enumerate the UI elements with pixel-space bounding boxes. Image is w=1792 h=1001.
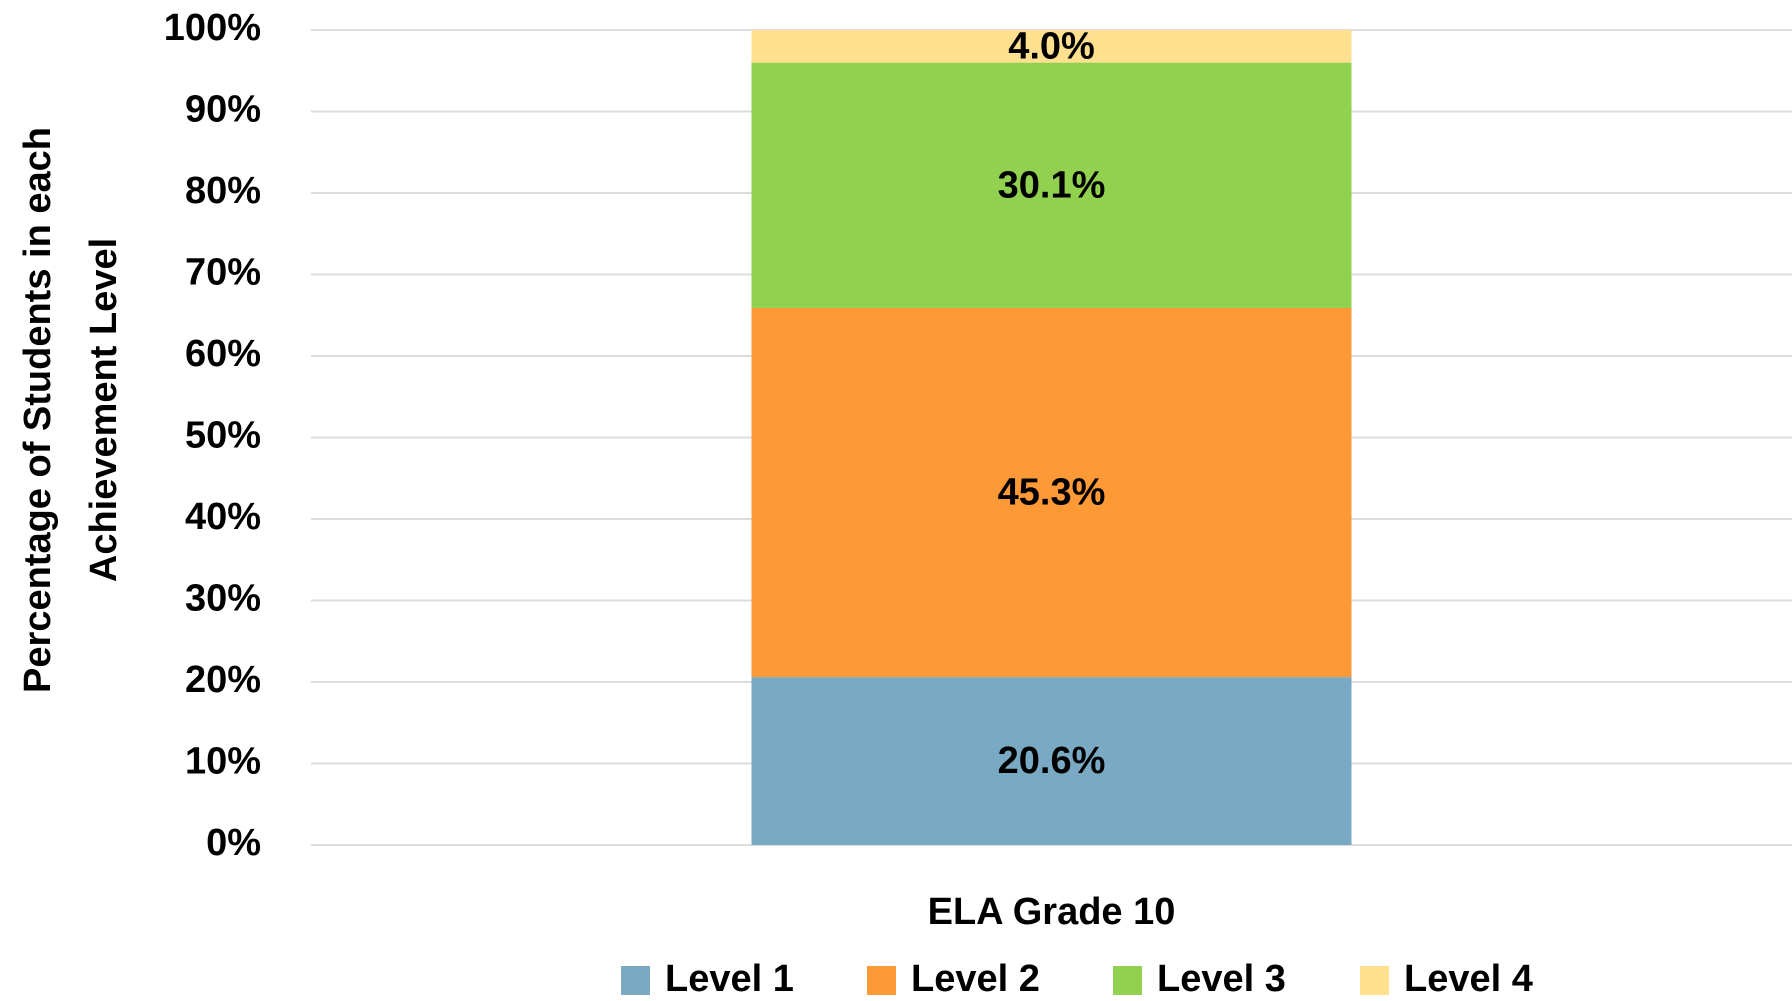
- bar-segment: [751, 62, 1352, 308]
- bar-segment: [751, 677, 1352, 845]
- y-tick-label: 10%: [185, 741, 261, 783]
- legend-label: Level 4: [1404, 958, 1533, 1000]
- legend-label: Level 3: [1157, 958, 1286, 1000]
- x-tick-label: ELA Grade 10: [928, 891, 1176, 933]
- legend-label: Level 1: [665, 958, 794, 1000]
- y-tick-label: 100%: [164, 7, 261, 49]
- data-label: 45.3%: [998, 472, 1106, 514]
- legend-swatch: [621, 966, 650, 995]
- y-tick-label: 40%: [185, 496, 261, 538]
- data-label: 30.1%: [998, 164, 1106, 206]
- y-axis-title-line: Percentage of Students in each: [17, 127, 59, 693]
- bar-segment: [751, 307, 1352, 678]
- y-tick-label: 60%: [185, 333, 261, 375]
- y-axis-title-line: Achievement Level: [83, 238, 125, 582]
- legend-label: Level 2: [911, 958, 1040, 1000]
- y-tick-label: 20%: [185, 659, 261, 701]
- y-tick-label: 0%: [206, 822, 261, 864]
- y-axis-title: Percentage of Students in each Achieveme…: [17, 127, 125, 693]
- data-label: 20.6%: [998, 740, 1106, 782]
- y-tick-label: 90%: [185, 89, 261, 131]
- legend-swatch: [1113, 966, 1142, 995]
- y-tick-label: 80%: [185, 170, 261, 212]
- y-tick-label: 30%: [185, 578, 261, 620]
- legend-swatch: [867, 966, 896, 995]
- bar-segment: [751, 30, 1352, 63]
- data-label: 4.0%: [1008, 25, 1095, 67]
- y-tick-label: 50%: [185, 415, 261, 457]
- legend-swatch: [1360, 966, 1389, 995]
- y-tick-label: 70%: [185, 252, 261, 294]
